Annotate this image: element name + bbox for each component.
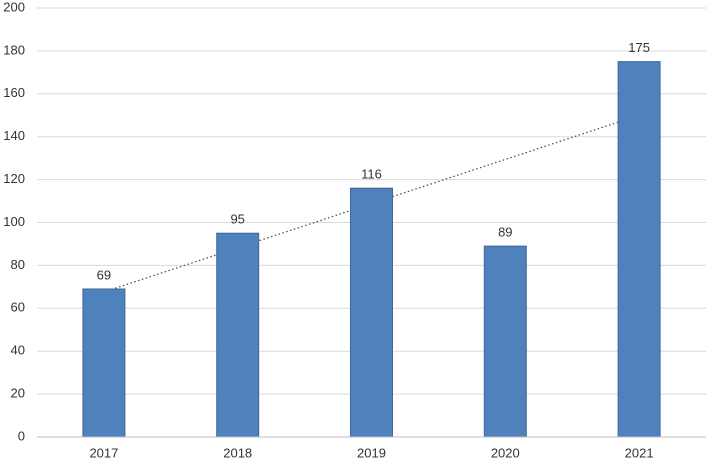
x-tick-label: 2019 xyxy=(357,445,386,460)
data-label: 175 xyxy=(628,40,650,55)
y-tick-label: 0 xyxy=(18,428,25,443)
bar xyxy=(483,245,527,438)
bar xyxy=(350,187,393,438)
x-tick-label: 2017 xyxy=(89,445,118,460)
data-label: 89 xyxy=(498,225,512,240)
x-tick-label: 2020 xyxy=(491,445,520,460)
data-label: 116 xyxy=(361,167,382,182)
y-tick-label: 180 xyxy=(3,42,25,57)
bar xyxy=(617,61,661,438)
data-label: 69 xyxy=(97,267,111,282)
y-tick-label: 60 xyxy=(11,300,25,315)
x-tick-label: 2021 xyxy=(625,445,654,460)
y-tick-label: 120 xyxy=(3,171,25,186)
y-tick-label: 20 xyxy=(11,386,25,401)
y-tick-label: 140 xyxy=(3,128,25,143)
y-tick-label: 40 xyxy=(11,343,25,358)
x-tick-label: 2018 xyxy=(223,445,252,460)
bar xyxy=(216,232,260,438)
y-tick-label: 100 xyxy=(3,214,25,229)
y-tick-label: 200 xyxy=(3,0,25,14)
y-tick-label: 80 xyxy=(11,257,25,272)
bar xyxy=(82,288,126,438)
y-tick-label: 160 xyxy=(3,85,25,100)
data-label: 95 xyxy=(230,212,244,227)
